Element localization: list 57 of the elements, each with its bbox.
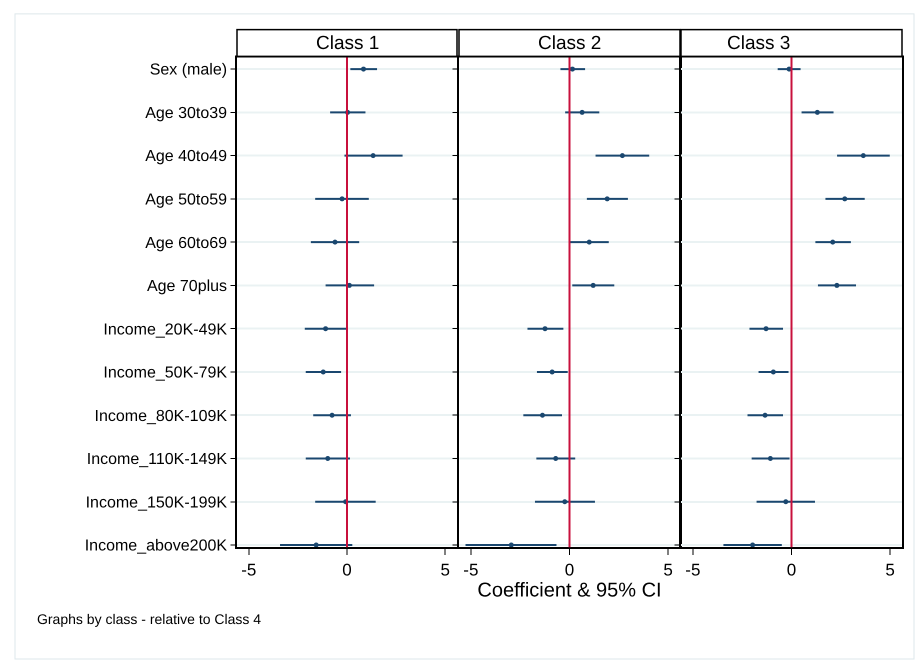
point bbox=[553, 456, 558, 461]
y-tick-label: Income_20K-49K bbox=[103, 321, 228, 338]
point bbox=[323, 326, 328, 332]
x-tick-label: 5 bbox=[885, 560, 895, 580]
y-tick-label: Age 70plus bbox=[146, 278, 228, 296]
y-tick-label: Age 40to49 bbox=[145, 148, 228, 166]
point bbox=[814, 110, 820, 115]
point bbox=[325, 456, 330, 461]
point bbox=[542, 326, 548, 332]
point bbox=[361, 66, 366, 72]
y-tick-label: Age 30to39 bbox=[145, 104, 228, 122]
y-tick-label: Sex (male) bbox=[150, 62, 228, 79]
point bbox=[550, 369, 555, 374]
x-tick-label: -5 bbox=[241, 560, 256, 580]
point bbox=[770, 369, 776, 374]
point bbox=[860, 153, 866, 158]
y-tick-label: Income_110K-149K bbox=[86, 451, 228, 468]
point bbox=[562, 499, 568, 504]
point bbox=[580, 110, 585, 115]
text: Graphs by class - relative to Class 4 bbox=[37, 611, 262, 627]
y-tick-label: Age 50to59 bbox=[145, 191, 228, 208]
y-tick-label: Income_150K-199K bbox=[86, 494, 228, 512]
point bbox=[604, 196, 610, 202]
x-tick-label: 0 bbox=[564, 560, 574, 580]
point bbox=[320, 369, 326, 374]
x-tick-label: 5 bbox=[440, 560, 450, 580]
point bbox=[783, 499, 788, 504]
point bbox=[314, 542, 319, 548]
point bbox=[540, 412, 545, 418]
point bbox=[768, 456, 773, 461]
chart-title: Class 3 bbox=[727, 33, 790, 54]
y-tick-label: Income_50K-79K bbox=[103, 364, 228, 382]
point bbox=[590, 282, 596, 288]
point bbox=[330, 412, 335, 418]
point bbox=[764, 326, 769, 332]
point bbox=[508, 542, 514, 548]
point bbox=[750, 542, 756, 548]
point bbox=[332, 240, 338, 245]
point bbox=[620, 153, 625, 158]
y-tick-label: Age 60to69 bbox=[145, 234, 228, 252]
point bbox=[842, 196, 848, 202]
y-tick-label: Income_above200K bbox=[84, 538, 228, 555]
x-tick-label: -5 bbox=[685, 560, 700, 580]
point bbox=[586, 240, 592, 245]
x-tick-label: 0 bbox=[786, 560, 796, 580]
point bbox=[762, 412, 768, 418]
chart-title: Class 1 bbox=[316, 33, 380, 54]
point bbox=[830, 240, 836, 245]
x-axis-title: Coefficient & 95% CI bbox=[477, 579, 662, 602]
x-tick-label: 5 bbox=[663, 560, 673, 580]
point bbox=[340, 196, 345, 202]
chart-title: Class 2 bbox=[538, 33, 602, 54]
x-tick-label: -5 bbox=[463, 560, 478, 580]
x-tick-label: 0 bbox=[342, 560, 352, 580]
y-tick-label: Income_80K-109K bbox=[94, 408, 228, 425]
point bbox=[370, 153, 376, 158]
point bbox=[834, 282, 840, 288]
